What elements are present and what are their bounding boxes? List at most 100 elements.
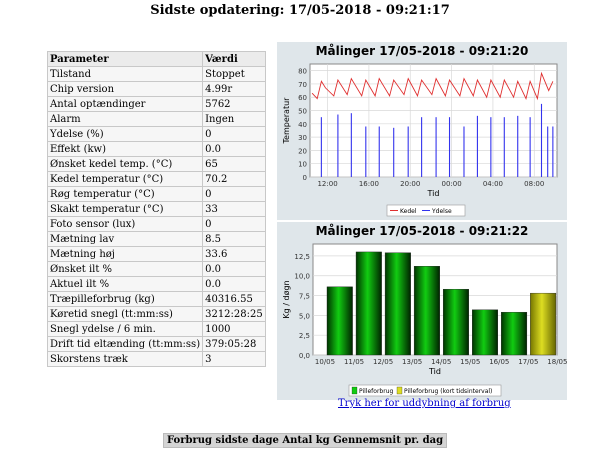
- y-tick-label: 10,0: [294, 273, 310, 281]
- short-interval-bar: [530, 292, 557, 356]
- table-row: Kedel temperatur (°C) 70.2: [46, 171, 266, 187]
- x-axis-label: Tid: [428, 367, 441, 376]
- x-tick-label: 17/05: [518, 358, 538, 366]
- x-tick-label: 10/05: [315, 358, 335, 366]
- x-tick-label: 14/05: [431, 358, 451, 366]
- line-plot-area: [309, 63, 558, 178]
- y-tick-label: 12,5: [294, 253, 310, 261]
- table-row: Ydelse (%) 0: [46, 126, 266, 142]
- parameter-label: Aktuel ilt %: [46, 276, 204, 292]
- consumption-table-header: Forbrug sidste dage Antal kg Gennemsnit …: [163, 433, 448, 448]
- consumption-chart-panel: Målinger 17/05-2018 - 09:21:22 0,0 2,5 5,0…: [277, 222, 567, 400]
- parameter-value: 8.5: [202, 231, 266, 247]
- details-link[interactable]: Tryk her for uddybning af forbrug: [338, 398, 511, 409]
- parameter-value: Stoppet: [202, 66, 266, 82]
- parameter-label: Ønsket kedel temp. (°C): [46, 156, 204, 172]
- consumption-bar: [384, 252, 411, 356]
- table-row: Foto sensor (lux) 0: [46, 216, 266, 232]
- y-tick-label: 70: [298, 81, 307, 89]
- parameter-value: 70.2: [202, 171, 266, 187]
- legend-label-pilleforbrug: Pilleforbrug: [359, 388, 394, 395]
- parameter-value: 0.0: [202, 276, 266, 292]
- table-row: Mætning lav 8.5: [46, 231, 266, 247]
- y-tick-label: 0: [303, 174, 307, 182]
- parameter-value: 40316.55: [202, 291, 266, 307]
- consumption-bar: [355, 251, 382, 356]
- table-row: Røg temperatur (°C) 0: [46, 186, 266, 202]
- parameter-value: 3: [202, 351, 266, 367]
- y-tick-label: 30: [298, 134, 307, 142]
- y-tick-label: 0,0: [299, 352, 310, 360]
- parameter-label: Snegl ydelse / 6 min.: [46, 321, 204, 337]
- table-row: Træpilleforbrug (kg) 40316.55: [46, 291, 266, 307]
- column-header-parameter: Parameter: [46, 51, 204, 67]
- parameter-label: Drift tid eltænding (tt:mm:ss): [46, 336, 204, 352]
- y-tick-label: 2,5: [299, 332, 310, 340]
- temperature-line-chart: 0 10 20 30 40 50 60 70 80 12:00 16:00 20:00 00:00 04:…: [282, 63, 558, 217]
- parameter-label: Ønsket ilt %: [46, 261, 204, 277]
- x-tick-label: 04:00: [483, 180, 503, 188]
- parameter-value: 65: [202, 156, 266, 172]
- legend-box: [348, 384, 502, 397]
- x-tick-label: 16/05: [489, 358, 509, 366]
- parameter-label: Ydelse (%): [46, 126, 204, 142]
- x-tick-label: 20:00: [400, 180, 420, 188]
- bar-chart-legend: Pilleforbrug Pilleforbrug (kort tidsinter…: [348, 384, 502, 397]
- x-tick-label: 18/05: [547, 358, 567, 366]
- table-row: Mætning høj 33.6: [46, 246, 266, 262]
- parameter-label: Skorstens træk: [46, 351, 204, 367]
- parameter-label: Træpilleforbrug (kg): [46, 291, 204, 307]
- parameter-value: 3212:28:25: [202, 306, 266, 322]
- y-tick-label: 20: [298, 147, 307, 155]
- legend-label-kedel: Kedel: [400, 208, 417, 215]
- parameter-label: Mætning lav: [46, 231, 204, 247]
- x-tick-label: 08:00: [524, 180, 544, 188]
- parameter-value: Ingen: [202, 111, 266, 127]
- parameter-label: Antal optændinger: [46, 96, 204, 112]
- y-tick-label: 60: [298, 94, 307, 102]
- table-row: Drift tid eltænding (tt:mm:ss) 379:05:28: [46, 336, 266, 352]
- y-tick-label: 10: [298, 161, 307, 169]
- parameter-value: 0.0: [202, 261, 266, 277]
- table-row: Ønsket ilt % 0.0: [46, 261, 266, 277]
- table-row: Aktuel ilt % 0.0: [46, 276, 266, 292]
- table-row: Effekt (kw) 0.0: [46, 141, 266, 157]
- table-row: Skorstens træk 3: [46, 351, 266, 367]
- parameter-label: Effekt (kw): [46, 141, 204, 157]
- parameter-value: 0.0: [202, 141, 266, 157]
- legend-label-short-interval: Pilleforbrug (kort tidsinterval): [404, 388, 492, 395]
- x-tick-label: 16:00: [359, 180, 379, 188]
- parameter-label: Røg temperatur (°C): [46, 186, 204, 202]
- line-chart-legend: Kedel Ydelse: [386, 204, 466, 217]
- parameter-label: Chip version: [46, 81, 204, 97]
- bar-chart-title: Målinger 17/05-2018 - 09:21:22: [315, 224, 529, 238]
- page-title: Sidste opdatering: 17/05-2018 - 09:21:17: [150, 3, 450, 18]
- table-row: Tilstand Stoppet: [46, 66, 266, 82]
- x-tick-label: 12/05: [373, 358, 393, 366]
- consumption-bar: [326, 286, 353, 356]
- consumption-bar: [413, 266, 440, 356]
- table-row: Køretid snegl (tt:mm:ss) 3212:28:25: [46, 306, 266, 322]
- consumption-bar-chart: 0,0 2,5 5,0 7,5 10,0 12,5 10/05 11/05 12/05 13/05…: [282, 243, 567, 397]
- x-axis-label: Tid: [427, 189, 440, 198]
- y-tick-label: 50: [298, 108, 307, 116]
- parameter-label: Køretid snegl (tt:mm:ss): [46, 306, 204, 322]
- table-row: Antal optændinger 5762: [46, 96, 266, 112]
- y-tick-label: 5,0: [299, 312, 310, 320]
- measurement-chart-panel: Målinger 17/05-2018 - 09:21:20 0 10 20 30 40…: [277, 42, 567, 220]
- y-tick-label: 7,5: [299, 293, 310, 301]
- legend-label-ydelse: Ydelse: [431, 208, 452, 215]
- x-tick-label: 13/05: [402, 358, 422, 366]
- table-row: Ønsket kedel temp. (°C) 65: [46, 156, 266, 172]
- table-row: Chip version 4.99r: [46, 81, 266, 97]
- parameter-value: 0: [202, 186, 266, 202]
- parameter-value: 4.99r: [202, 81, 266, 97]
- x-tick-label: 15/05: [460, 358, 480, 366]
- table-row: Skakt temperatur (°C) 33: [46, 201, 266, 217]
- parameter-table-body: Tilstand Stoppet Chip version 4.99r Antal op…: [46, 66, 266, 367]
- y-tick-label: 40: [298, 121, 307, 129]
- y-axis-label: Kg / døgn: [282, 280, 291, 318]
- parameter-value: 33: [202, 201, 266, 217]
- table-header-row: Parameter Værdi: [46, 51, 266, 67]
- consumption-bar: [501, 311, 528, 356]
